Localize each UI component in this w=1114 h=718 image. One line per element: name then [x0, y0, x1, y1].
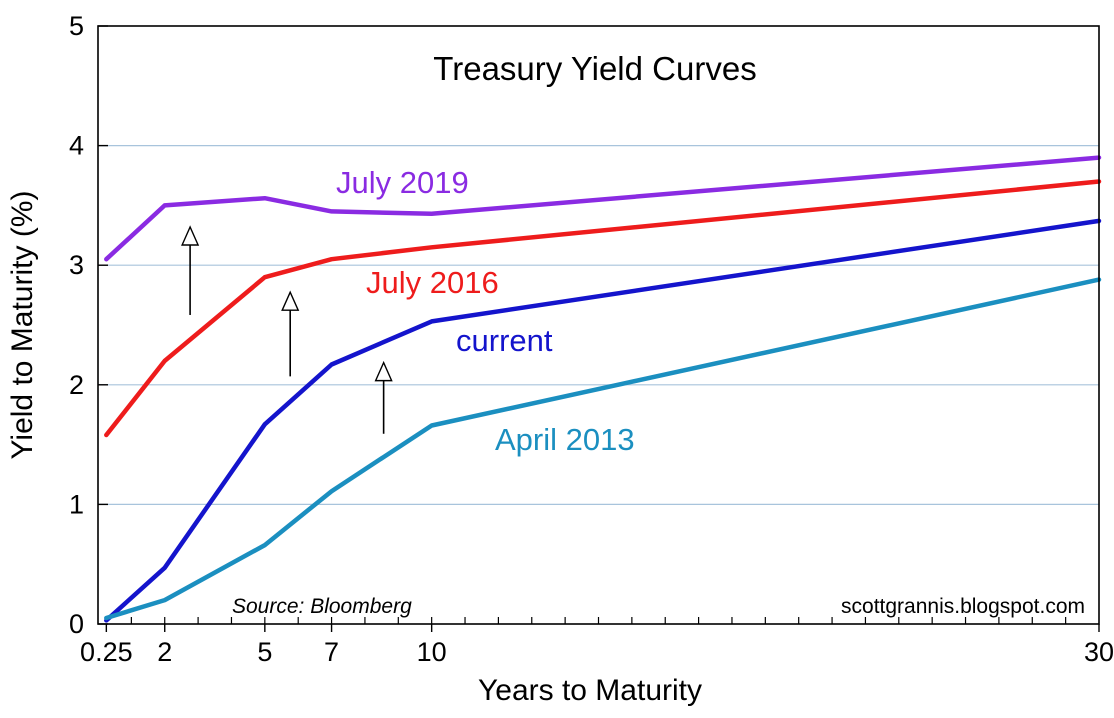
- y-tick-label-4: 4: [69, 131, 84, 161]
- series-label-current: current: [456, 323, 553, 358]
- series-line-july-2016: [104, 179, 1102, 438]
- up-arrow-head-1: [281, 290, 300, 311]
- series-line-current: [104, 218, 1102, 623]
- x-axis-title: Years to Maturity: [478, 674, 702, 707]
- x-tick-label-4: 10: [417, 637, 447, 667]
- series-label-july-2016: July 2016: [366, 265, 499, 300]
- series-lines: [104, 155, 1102, 623]
- x-tick-label-3: 7: [324, 637, 339, 667]
- y-tick-label-2: 2: [69, 370, 84, 400]
- y-tick-label-1: 1: [69, 489, 84, 519]
- x-tick-label-2: 5: [257, 637, 272, 667]
- x-tick-label-5: 30: [1084, 637, 1114, 667]
- up-arrow-head-2: [374, 360, 393, 382]
- y-axis-title: Yield to Maturity (%): [6, 191, 39, 460]
- y-tick-label-3: 3: [69, 250, 84, 280]
- x-tick-label-0: 0.25: [80, 637, 133, 667]
- series-line-april-2013: [104, 277, 1102, 621]
- up-arrow-1: [281, 290, 300, 377]
- credit-note: scottgrannis.blogspot.com: [841, 595, 1085, 618]
- up-arrow-0: [181, 225, 200, 315]
- axis-ticks: 0 1 2 3 4 5 0.25 2 5 7 10 30: [69, 11, 1114, 667]
- up-arrow-head-0: [181, 225, 200, 246]
- series-label-july-2019: July 2019: [336, 165, 469, 200]
- y-tick-label-5: 5: [69, 11, 84, 41]
- x-tick-label-1: 2: [157, 637, 172, 667]
- plot-background: [98, 26, 1099, 624]
- arrow-annotations: [181, 225, 393, 434]
- source-note: Source: Bloomberg: [232, 595, 412, 618]
- y-tick-label-0: 0: [69, 609, 84, 639]
- chart-title: Treasury Yield Curves: [433, 50, 756, 87]
- up-arrow-2: [374, 360, 393, 434]
- series-line-july-2019: [104, 155, 1102, 262]
- series-label-april-2013: April 2013: [495, 422, 635, 457]
- grid-lines: [98, 145, 1099, 505]
